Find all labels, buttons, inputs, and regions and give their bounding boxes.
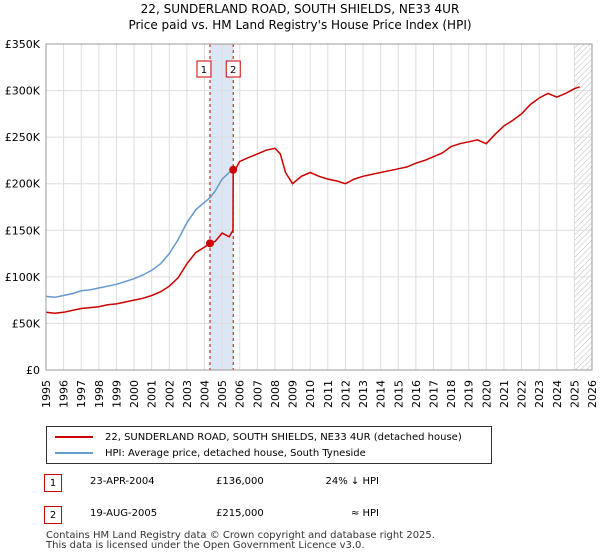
sale-label: 1 [201, 65, 207, 76]
legend-item-hpi: HPI: Average price, detached house, Sout… [55, 446, 366, 460]
y-tick-label: £150K [5, 224, 41, 237]
x-tick-label: 2003 [181, 380, 194, 408]
x-tick-label: 1997 [75, 380, 88, 408]
footer-copyright: Contains HM Land Registry data © Crown c… [46, 530, 435, 541]
footer: Contains HM Land Registry data © Crown c… [46, 531, 435, 551]
x-tick-label: 1995 [40, 380, 53, 408]
plot-area [46, 44, 592, 370]
transaction-price: £215,000 [216, 508, 264, 519]
x-tick-label: 2023 [533, 380, 546, 408]
plot-frame [45, 43, 593, 371]
legend-swatch-hpi [55, 452, 93, 454]
x-tick-label: 2005 [216, 380, 229, 408]
x-tick-label: 2000 [128, 380, 141, 408]
transaction-hpi-comparison: ≈ HPI [350, 508, 379, 519]
x-tick-label: 2010 [304, 380, 317, 408]
transaction-date: 19-AUG-2005 [90, 508, 158, 519]
price-chart: 1 2 £0 £50K £100K £150K £200K £250K £300K £350K 19… [5, 38, 599, 408]
sale-span-band [209, 44, 234, 370]
chart-title: 22, SUNDERLAND ROAD, SOUTH SHIELDS, NE33… [140, 2, 460, 16]
x-tick-label: 2024 [551, 380, 564, 408]
x-tick-label: 2016 [410, 380, 423, 408]
x-tick-label: 2022 [516, 380, 529, 408]
x-tick-label: 2008 [269, 380, 282, 408]
x-tick-label: 1998 [93, 380, 106, 408]
x-tick-label: 2014 [375, 380, 388, 408]
transaction-date: 23-APR-2004 [90, 476, 155, 487]
x-tick-label: 2007 [251, 380, 264, 408]
sale-label: 2 [230, 65, 236, 76]
forecast-hatch [574, 44, 592, 370]
x-tick-label: 2026 [586, 380, 599, 408]
x-tick-label: 2002 [163, 380, 176, 408]
x-tick-label: 2019 [463, 380, 476, 408]
y-tick-label: £0 [26, 364, 40, 377]
x-tick-label: 2015 [392, 380, 405, 408]
x-tick-label: 2017 [427, 380, 440, 408]
sale-label-box [225, 60, 241, 78]
sale-point [229, 165, 238, 174]
y-tick-label: £100K [5, 271, 41, 284]
y-tick-label: £50K [12, 317, 41, 330]
footer-license: This data is licensed under the Open Gov… [46, 540, 365, 551]
y-tick-label: £350K [5, 38, 41, 51]
y-tick-label: £200K [5, 178, 41, 191]
x-tick-label: 2018 [445, 380, 458, 408]
hpi-line [45, 169, 234, 299]
transaction-badge: 1 [44, 474, 62, 492]
x-tick-label: 2011 [322, 380, 335, 408]
x-tick-label: 2001 [146, 380, 159, 408]
x-tick-label: 1999 [110, 380, 123, 408]
transaction-badge: 2 [44, 506, 62, 524]
x-tick-label: 2025 [568, 380, 581, 408]
x-tick-label: 2012 [339, 380, 352, 408]
property-price-line [45, 86, 580, 314]
legend-swatch-property [55, 436, 93, 438]
legend-label-hpi: HPI: Average price, detached house, Sout… [105, 447, 366, 459]
x-tick-label: 1996 [58, 380, 71, 408]
sale-label-box [196, 60, 212, 78]
x-tick-label: 2009 [287, 380, 300, 408]
x-tick-label: 2021 [498, 380, 511, 408]
x-tick-label: 2006 [234, 380, 247, 408]
x-tick-label: 2020 [480, 380, 493, 408]
y-tick-label: £300K [5, 85, 41, 98]
x-tick-label: 2013 [357, 380, 370, 408]
chart-subtitle: Price paid vs. HM Land Registry's House … [128, 18, 472, 32]
sale-point [205, 239, 214, 248]
transaction-price: £136,000 [216, 476, 264, 487]
legend-label-property: 22, SUNDERLAND ROAD, SOUTH SHIELDS, NE33… [105, 431, 462, 443]
chart-legend: 22, SUNDERLAND ROAD, SOUTH SHIELDS, NE33… [46, 426, 492, 464]
legend-item-property: 22, SUNDERLAND ROAD, SOUTH SHIELDS, NE33… [55, 430, 462, 444]
x-tick-label: 2004 [199, 380, 212, 408]
y-tick-label: £250K [5, 131, 41, 144]
transaction-hpi-comparison: 24% ↓ HPI [325, 476, 379, 487]
